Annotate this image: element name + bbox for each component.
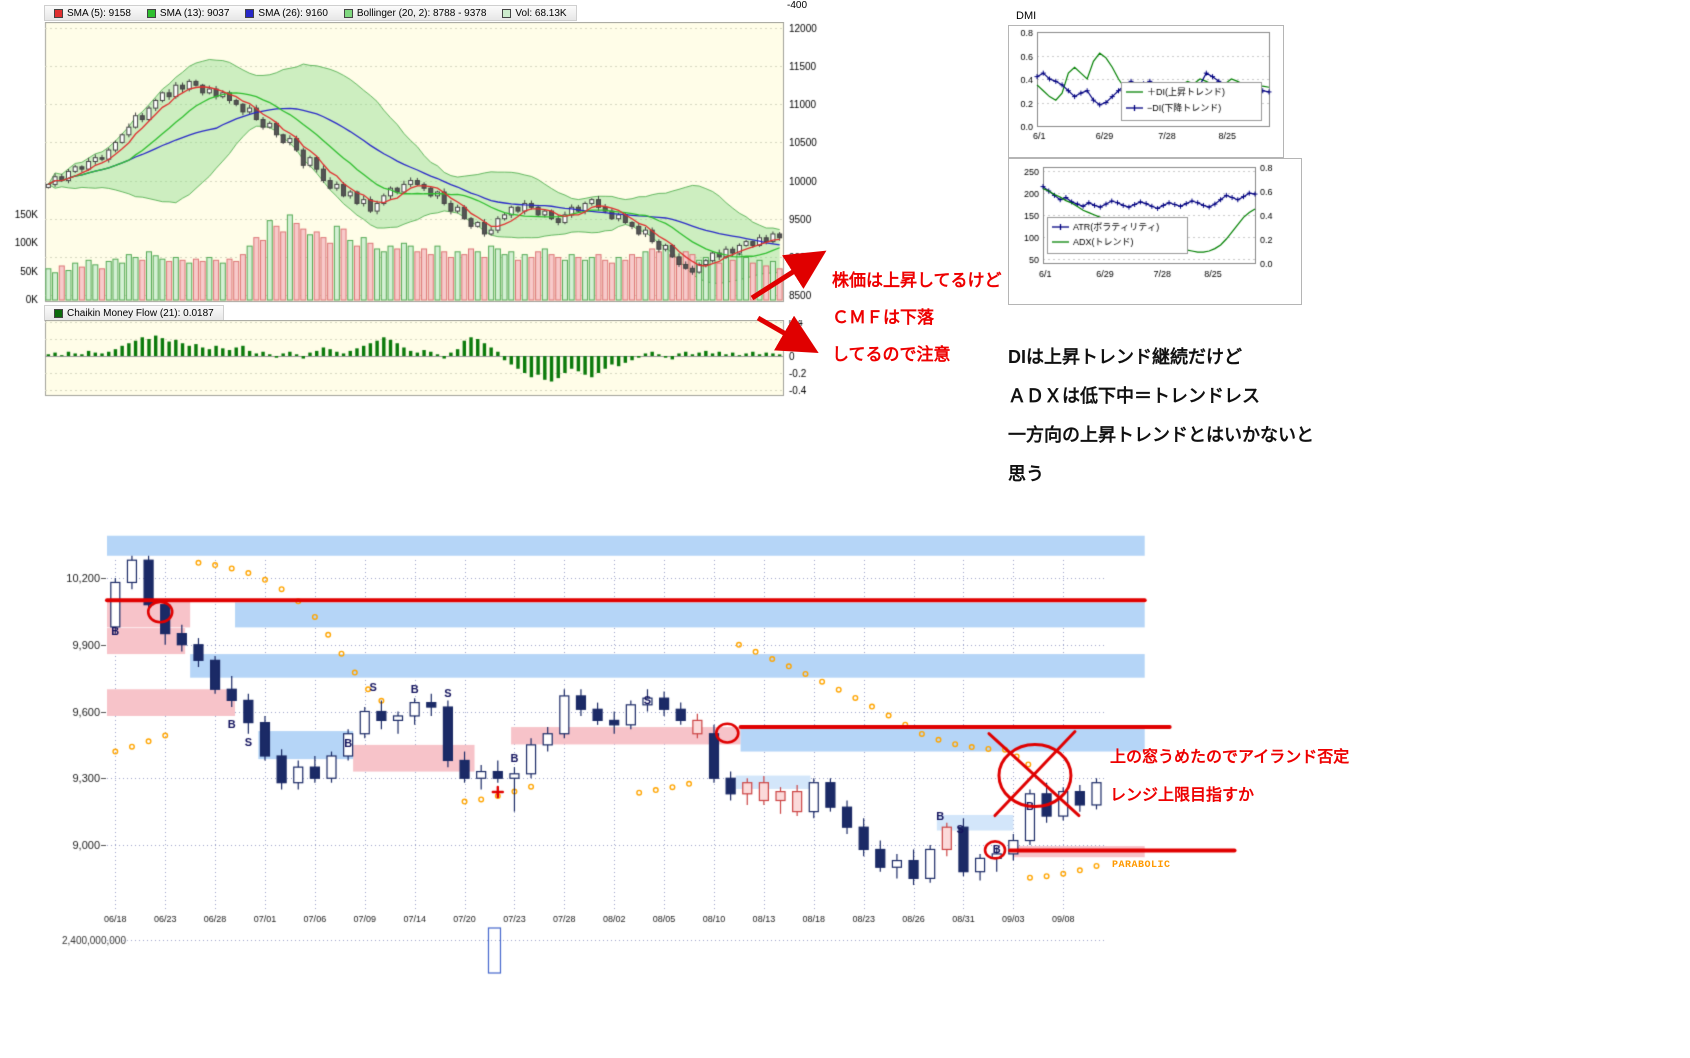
note-line: ＣＭＦは下落 [832, 308, 934, 327]
legend-swatch [54, 308, 63, 318]
note-line: レンジ上限目指すか [1110, 787, 1255, 804]
cmf-warning-note: 株価は上昇してるけど ＣＭＦは下落 してるので注意 [832, 270, 1002, 381]
legend-swatch [245, 8, 255, 18]
legend-item: Bollinger (20, 2): 8788 - 9378 [343, 7, 487, 19]
dmi-title: DMI [1016, 10, 1037, 22]
note-line: ＡＤＸは低下中＝トレンドレス [1008, 386, 1260, 406]
atr-plot-box [1008, 158, 1302, 305]
legend-item: Vol: 68.13K [502, 7, 567, 19]
dmi-analysis-note: DIは上昇トレンド継続だけど ＡＤＸは低下中＝トレンドレス 一方向の上昇トレンド… [1008, 346, 1438, 502]
parabolic-label: PARABOLIC [1112, 860, 1171, 871]
cmf-chart-legend: Chaikin Money Flow (21): 0.0187 [44, 305, 224, 321]
legend-swatch [343, 8, 353, 18]
note-line: 一方向の上昇トレンドとはいかないと [1008, 425, 1314, 445]
legend-label: SMA (13): 9037 [159, 7, 230, 19]
dmi-panel: DMI [1008, 8, 1284, 158]
main-chart-legend: SMA (5): 9158 SMA (13): 9037 SMA (26): 916… [44, 5, 577, 21]
legend-swatch [146, 8, 156, 18]
island-reversal-note: 上の窓うめたのでアイランド否定 レンジ上限目指すか [1110, 748, 1349, 824]
note-line: してるので注意 [832, 345, 951, 364]
legend-item: SMA (26): 9160 [245, 7, 328, 19]
red-arrow-annotations [750, 250, 827, 353]
legend-item: Chaikin Money Flow (21): 0.0187 [54, 308, 214, 319]
note-line: 思う [1008, 464, 1044, 484]
axis-top-label: -400 [787, 0, 808, 11]
atr-adx-chart-canvas [1009, 159, 1299, 299]
legend-item: SMA (13): 9037 [146, 7, 230, 19]
legend-swatch [502, 8, 512, 18]
legend-item: SMA (5): 9158 [54, 8, 131, 19]
daily-chart-section [40, 530, 1510, 975]
dmi-chart-canvas [1009, 26, 1281, 152]
price-volume-chart-canvas [0, 22, 830, 310]
daily-candlestick-chart-canvas [40, 530, 1510, 975]
up-right-arrow-icon [750, 250, 827, 301]
atr-adx-panel [1008, 158, 1302, 305]
chaikin-money-flow-chart-canvas [0, 320, 830, 410]
note-line: 株価は上昇してるけど [832, 271, 1002, 290]
legend-label: Bollinger (20, 2): 8788 - 9378 [356, 7, 487, 19]
legend-label: Chaikin Money Flow (21): 0.0187 [67, 307, 214, 319]
dmi-plot-box [1008, 25, 1284, 158]
down-right-arrow-icon [756, 315, 819, 353]
legend-label: SMA (5): 9158 [67, 7, 131, 19]
note-line: DIは上昇トレンド継続だけど [1008, 347, 1242, 367]
note-line: 上の窓うめたのでアイランド否定 [1110, 749, 1350, 766]
legend-swatch [54, 8, 63, 18]
legend-label: Vol: 68.13K [515, 7, 567, 19]
legend-label: SMA (26): 9160 [258, 7, 328, 19]
